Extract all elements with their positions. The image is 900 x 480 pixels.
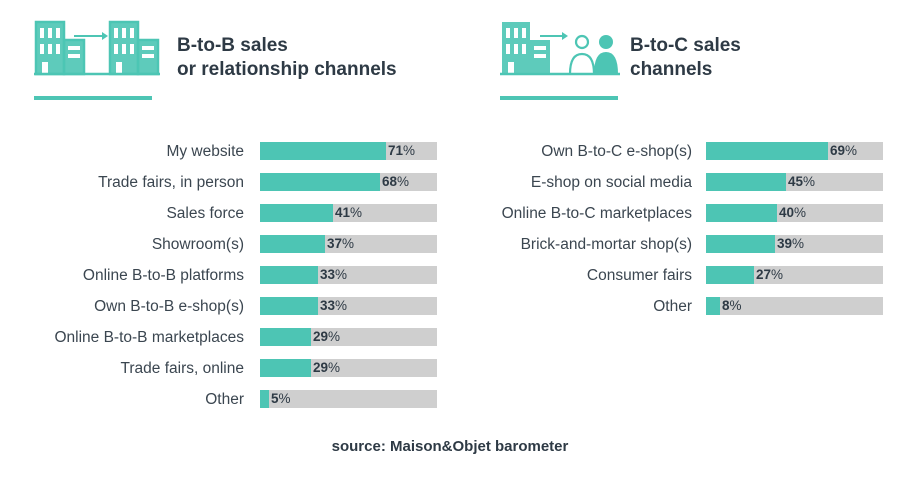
- bar-row: Online B-to-B marketplaces 29%: [0, 328, 450, 348]
- bar-row: Showroom(s) 37%: [0, 235, 450, 255]
- bar-track: 33%: [260, 266, 437, 284]
- bar-value-label: 68%: [382, 174, 410, 189]
- bar-category-label: E-shop on social media: [530, 174, 692, 191]
- bar-row: Consumer fairs 27%: [450, 266, 900, 286]
- bar-value-label: 8%: [722, 298, 742, 313]
- bar: [260, 297, 318, 315]
- bar-track: 37%: [260, 235, 437, 253]
- bar: [260, 266, 318, 284]
- b2b-title-line2: or relationship channels: [177, 59, 397, 80]
- bar-track: 71%: [260, 142, 437, 160]
- bar: [260, 359, 311, 377]
- b2c-title: B-to-C sales channels: [630, 34, 741, 82]
- bar-track: 40%: [706, 204, 883, 222]
- bar-row: Trade fairs, online 29%: [0, 359, 450, 379]
- bar-value-label: 33%: [320, 267, 348, 282]
- bar-value-label: 5%: [271, 391, 291, 406]
- bar-value-label: 33%: [320, 298, 348, 313]
- bar-value-label: 71%: [388, 143, 416, 158]
- bar-category-label: Online B-to-B platforms: [82, 267, 244, 284]
- bar-track: 68%: [260, 173, 437, 191]
- bar-category-label: Showroom(s): [151, 236, 244, 253]
- bar: [260, 390, 269, 408]
- bar-category-label: Trade fairs, online: [120, 360, 245, 377]
- bar-track: 39%: [706, 235, 883, 253]
- b2c-title-line1: B-to-C sales: [630, 35, 741, 56]
- bar-row: Trade fairs, in person 68%: [0, 173, 450, 193]
- bar-value-label: 37%: [327, 236, 355, 251]
- bar-category-label: Other: [205, 391, 244, 408]
- building-to-people-icon: [500, 16, 622, 83]
- bar-row: E-shop on social media 45%: [450, 173, 900, 193]
- b2c-title-line2: channels: [630, 59, 713, 80]
- bar-value-label: 29%: [313, 360, 341, 375]
- bar-category-label: Online B-to-B marketplaces: [54, 329, 244, 346]
- bar-track: 29%: [260, 328, 437, 346]
- bar-row: Other 8%: [450, 297, 900, 317]
- bar-value-label: 29%: [313, 329, 341, 344]
- bar-value-label: 40%: [779, 205, 807, 220]
- bar-category-label: Own B-to-B e-shop(s): [94, 298, 244, 315]
- bar-category-label: Online B-to-C marketplaces: [501, 205, 692, 222]
- bar-row: Other 5%: [0, 390, 450, 410]
- bar-category-label: Own B-to-C e-shop(s): [541, 143, 692, 160]
- b2b-title-line1: B-to-B sales: [177, 35, 288, 56]
- bar-value-label: 41%: [335, 205, 363, 220]
- bar: [260, 235, 325, 253]
- bar-category-label: Other: [653, 298, 692, 315]
- bar-row: Brick-and-mortar shop(s) 39%: [450, 235, 900, 255]
- b2c-underline: [500, 96, 618, 100]
- bar-row: My website 71%: [0, 142, 450, 162]
- bar-value-label: 69%: [830, 143, 858, 158]
- bar-value-label: 39%: [777, 236, 805, 251]
- b2b-underline: [34, 96, 152, 100]
- building-to-building-icon: [34, 16, 166, 83]
- b2b-title: B-to-B sales or relationship channels: [177, 34, 397, 82]
- bar-category-label: My website: [166, 143, 244, 160]
- bar-row: Sales force 41%: [0, 204, 450, 224]
- bar-category-label: Brick-and-mortar shop(s): [520, 236, 692, 253]
- bar: [706, 297, 720, 315]
- bar: [706, 173, 786, 191]
- bar-track: 41%: [260, 204, 437, 222]
- bar: [260, 328, 311, 346]
- bar: [260, 204, 333, 222]
- bar-track: 29%: [260, 359, 437, 377]
- bar-track: 69%: [706, 142, 883, 160]
- bar-category-label: Sales force: [166, 205, 244, 222]
- bar-track: 27%: [706, 266, 883, 284]
- bar: [260, 173, 380, 191]
- bar-category-label: Trade fairs, in person: [98, 174, 244, 191]
- bar: [706, 142, 828, 160]
- bar-track: 5%: [260, 390, 437, 408]
- bar: [706, 204, 777, 222]
- bar-row: Own B-to-C e-shop(s) 69%: [450, 142, 900, 162]
- bar-row: Online B-to-B platforms 33%: [0, 266, 450, 286]
- bar: [260, 142, 386, 160]
- bar: [706, 266, 754, 284]
- bar: [706, 235, 775, 253]
- bar-row: Own B-to-B e-shop(s) 33%: [0, 297, 450, 317]
- bar-value-label: 45%: [788, 174, 816, 189]
- bar-track: 8%: [706, 297, 883, 315]
- bar-row: Online B-to-C marketplaces 40%: [450, 204, 900, 224]
- bar-category-label: Consumer fairs: [586, 267, 692, 284]
- bar-track: 33%: [260, 297, 437, 315]
- source-note: source: Maison&Objet barometer: [331, 438, 569, 455]
- bar-value-label: 27%: [756, 267, 784, 282]
- bar-track: 45%: [706, 173, 883, 191]
